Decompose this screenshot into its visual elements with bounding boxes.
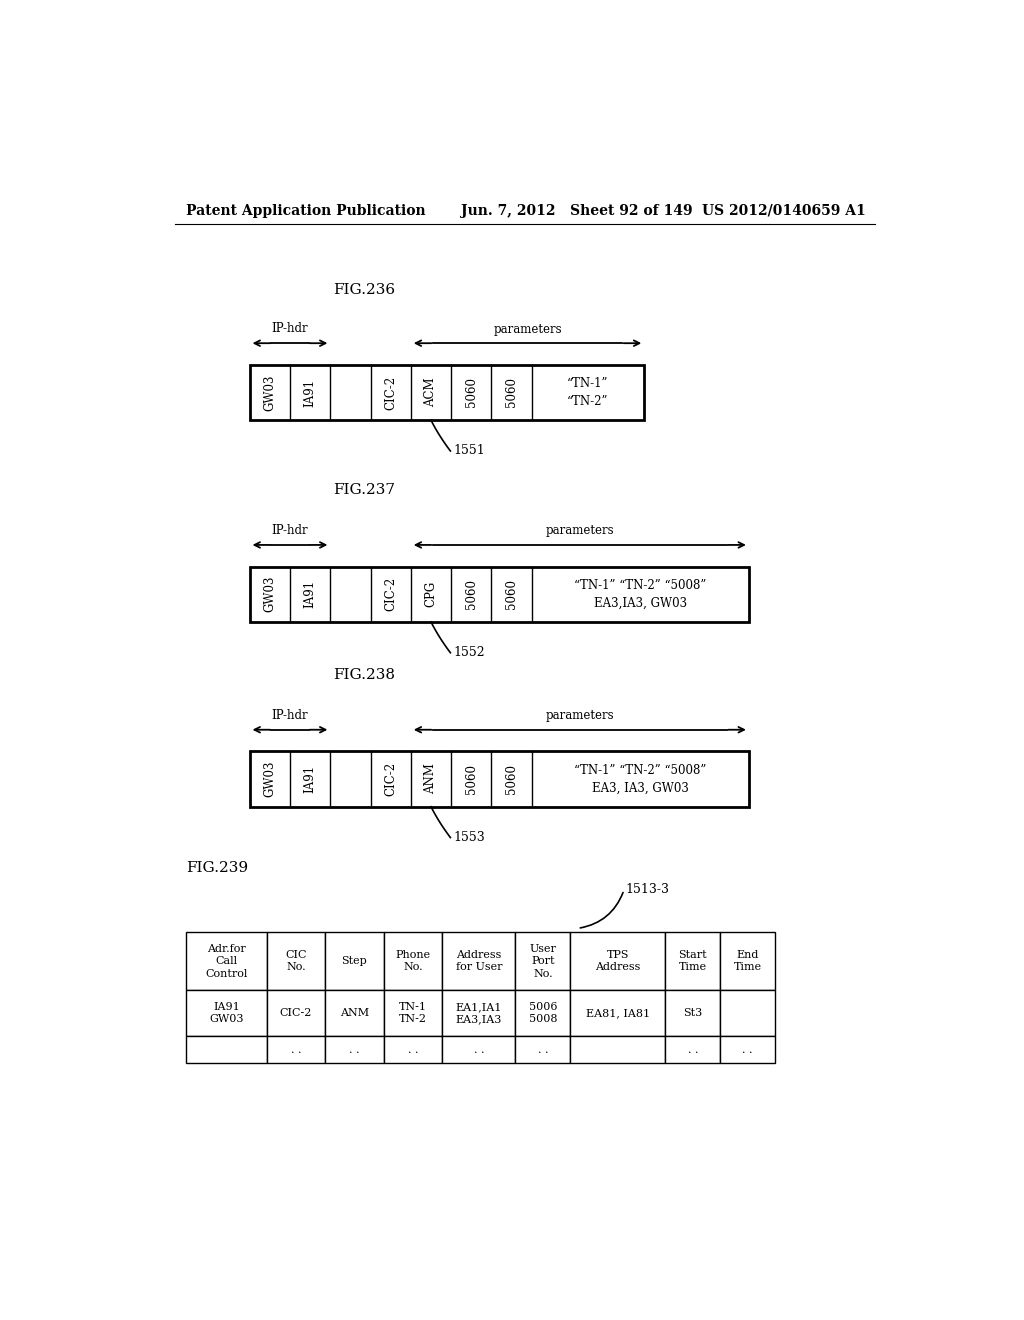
- Bar: [250, 566, 749, 622]
- Text: TN-1
TN-2: TN-1 TN-2: [399, 1002, 427, 1024]
- Text: Address
for User: Address for User: [456, 950, 502, 973]
- Bar: [720, 932, 775, 990]
- Bar: [384, 990, 442, 1036]
- Bar: [326, 1036, 384, 1063]
- Bar: [250, 364, 644, 420]
- Text: 1513-3: 1513-3: [626, 883, 670, 896]
- Text: Patent Application Publication: Patent Application Publication: [186, 203, 426, 218]
- Bar: [266, 990, 326, 1036]
- Text: FIG.236: FIG.236: [334, 282, 395, 297]
- Text: . .: . .: [291, 1044, 301, 1055]
- Text: US 2012/0140659 A1: US 2012/0140659 A1: [701, 203, 865, 218]
- Text: Jun. 7, 2012   Sheet 92 of 149: Jun. 7, 2012 Sheet 92 of 149: [461, 203, 693, 218]
- Bar: [384, 1036, 442, 1063]
- Bar: [186, 932, 266, 990]
- Text: IP-hdr: IP-hdr: [271, 322, 308, 335]
- Bar: [666, 932, 720, 990]
- Text: CPG: CPG: [425, 581, 437, 607]
- Text: EA81, IA81: EA81, IA81: [586, 1008, 650, 1018]
- Text: ACM: ACM: [425, 378, 437, 408]
- Bar: [186, 990, 266, 1036]
- Bar: [570, 932, 666, 990]
- Text: CIC
No.: CIC No.: [285, 950, 306, 973]
- Bar: [570, 1036, 666, 1063]
- Text: Start
Time: Start Time: [679, 950, 708, 973]
- Text: 1553: 1553: [454, 832, 485, 843]
- Bar: [266, 932, 326, 990]
- Bar: [326, 932, 384, 990]
- Text: IA91: IA91: [304, 379, 316, 407]
- Text: EA3, IA3, GW03: EA3, IA3, GW03: [592, 781, 689, 795]
- Text: EA3,IA3, GW03: EA3,IA3, GW03: [594, 597, 687, 610]
- Text: FIG.237: FIG.237: [334, 483, 395, 498]
- Text: 5060: 5060: [505, 378, 518, 408]
- Text: . .: . .: [538, 1044, 548, 1055]
- Text: parameters: parameters: [546, 524, 614, 537]
- Text: “TN-1” “TN-2” “5008”: “TN-1” “TN-2” “5008”: [574, 579, 707, 591]
- Text: “TN-1”: “TN-1”: [567, 378, 608, 391]
- Text: GW03: GW03: [263, 375, 276, 411]
- Bar: [570, 990, 666, 1036]
- Text: “TN-2”: “TN-2”: [567, 395, 608, 408]
- Text: St3: St3: [683, 1008, 702, 1018]
- Text: Step: Step: [342, 956, 368, 966]
- Text: End
Time: End Time: [733, 950, 762, 973]
- Text: TPS
Address: TPS Address: [595, 950, 640, 973]
- Text: 1551: 1551: [454, 445, 485, 458]
- Text: . .: . .: [687, 1044, 698, 1055]
- Bar: [720, 1036, 775, 1063]
- Text: 5006
5008: 5006 5008: [528, 1002, 557, 1024]
- Text: User
Port
No.: User Port No.: [529, 944, 556, 978]
- Bar: [266, 1036, 326, 1063]
- Text: ANM: ANM: [340, 1008, 369, 1018]
- Bar: [515, 990, 570, 1036]
- Text: 5060: 5060: [465, 764, 478, 795]
- Text: parameters: parameters: [546, 709, 614, 722]
- Text: CIC-2: CIC-2: [384, 375, 397, 409]
- Text: 5060: 5060: [505, 764, 518, 795]
- Bar: [442, 1036, 515, 1063]
- Bar: [666, 990, 720, 1036]
- Bar: [720, 990, 775, 1036]
- Text: FIG.238: FIG.238: [334, 668, 395, 682]
- Text: IA91: IA91: [304, 581, 316, 609]
- Text: GW03: GW03: [263, 760, 276, 797]
- Bar: [515, 1036, 570, 1063]
- Bar: [442, 990, 515, 1036]
- Bar: [326, 990, 384, 1036]
- Text: IP-hdr: IP-hdr: [271, 709, 308, 722]
- Text: . .: . .: [408, 1044, 418, 1055]
- Bar: [442, 932, 515, 990]
- Text: FIG.239: FIG.239: [186, 861, 248, 875]
- Text: IA91
GW03: IA91 GW03: [209, 1002, 244, 1024]
- Text: CIC-2: CIC-2: [384, 762, 397, 796]
- Bar: [186, 1036, 266, 1063]
- Text: parameters: parameters: [494, 322, 562, 335]
- Text: Adr.for
Call
Control: Adr.for Call Control: [205, 944, 248, 978]
- Text: “TN-1” “TN-2” “5008”: “TN-1” “TN-2” “5008”: [574, 764, 707, 776]
- Text: 5060: 5060: [465, 579, 478, 610]
- Text: . .: . .: [349, 1044, 359, 1055]
- Text: . .: . .: [742, 1044, 753, 1055]
- Text: CIC-2: CIC-2: [384, 577, 397, 611]
- Bar: [515, 932, 570, 990]
- Text: . .: . .: [473, 1044, 484, 1055]
- Text: EA1,IA1
EA3,IA3: EA1,IA1 EA3,IA3: [456, 1002, 502, 1024]
- Text: CIC-2: CIC-2: [280, 1008, 312, 1018]
- Text: 1552: 1552: [454, 647, 485, 659]
- Text: GW03: GW03: [263, 576, 276, 612]
- Text: IP-hdr: IP-hdr: [271, 524, 308, 537]
- Text: 5060: 5060: [465, 378, 478, 408]
- Text: IA91: IA91: [304, 766, 316, 793]
- Bar: [250, 751, 749, 807]
- Text: Phone
No.: Phone No.: [395, 950, 430, 973]
- Bar: [666, 1036, 720, 1063]
- Text: ANM: ANM: [425, 763, 437, 795]
- Text: 5060: 5060: [505, 579, 518, 610]
- Bar: [384, 932, 442, 990]
